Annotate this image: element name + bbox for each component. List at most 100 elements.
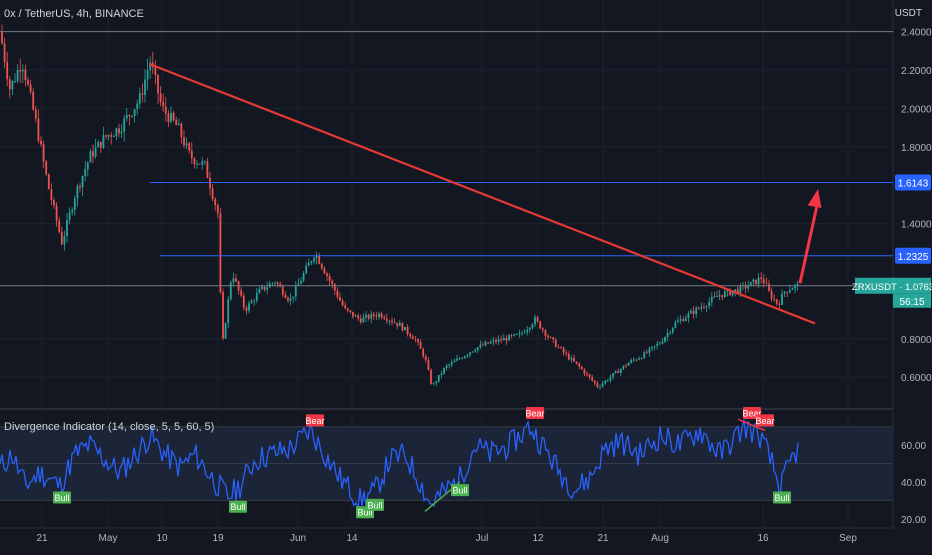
candle-body	[593, 380, 596, 384]
candle-body	[102, 135, 105, 148]
candle-body	[92, 151, 94, 157]
candle-body	[547, 335, 549, 338]
candle-body	[775, 299, 778, 304]
candle-body	[68, 212, 71, 220]
candle-body	[411, 336, 414, 340]
candle-body	[796, 283, 799, 286]
candle-body	[469, 352, 471, 355]
candle-body	[601, 383, 604, 387]
candle-body	[482, 344, 484, 346]
price-tick-label: 0.8000	[901, 335, 932, 346]
candle-body	[323, 268, 326, 274]
candle-body	[783, 291, 786, 294]
candle-body	[396, 322, 399, 326]
candle-body	[453, 360, 456, 363]
candle-body	[773, 298, 776, 300]
candle-body	[552, 337, 555, 340]
price-tick-label: 2.2000	[901, 66, 932, 77]
candle-body	[27, 80, 29, 85]
candle-body	[16, 70, 19, 82]
candle-body	[640, 358, 643, 359]
time-tick-label: 19	[212, 533, 224, 544]
candle-body	[786, 291, 789, 293]
candle-body	[648, 348, 651, 353]
candle-body	[609, 377, 612, 381]
candle-body	[224, 323, 227, 339]
candle-body	[653, 345, 656, 347]
candle-body	[424, 356, 427, 361]
candle-body	[378, 313, 380, 317]
candle-body	[710, 296, 713, 302]
level-price-tag	[895, 247, 931, 264]
candle-body	[261, 286, 263, 290]
candle-body	[203, 161, 206, 163]
candle-body	[216, 205, 219, 214]
candle-body	[632, 359, 635, 361]
candle-body	[471, 351, 474, 353]
candle-body	[749, 281, 752, 287]
candle-body	[177, 123, 180, 126]
candle-body	[760, 277, 763, 279]
countdown-label: 56:15	[899, 297, 924, 308]
red-trendline	[149, 63, 816, 325]
candle-body	[752, 279, 755, 282]
candle-body	[66, 219, 68, 237]
candle-body	[437, 374, 440, 382]
candle-body	[562, 347, 565, 353]
candle-body	[120, 131, 123, 134]
candle-body	[86, 162, 89, 170]
candle-body	[742, 284, 744, 286]
candle-body	[544, 330, 547, 336]
candle-body	[45, 161, 48, 175]
candle-body	[274, 282, 276, 284]
candle-body	[713, 296, 716, 297]
candle-body	[42, 144, 45, 162]
candle-body	[235, 278, 237, 282]
bear-signal-label: Bear	[525, 409, 544, 419]
candle-body	[726, 289, 729, 292]
candle-body	[341, 300, 344, 306]
up-arrow-shaft	[798, 200, 820, 284]
bull-signal-label: Bull	[774, 493, 789, 503]
candle-body	[346, 308, 349, 311]
candle-body	[354, 315, 357, 317]
candle-body	[671, 327, 674, 333]
candle-body	[705, 306, 708, 308]
candle-body	[770, 290, 773, 299]
candle-body	[580, 366, 583, 370]
candle-body	[305, 265, 308, 274]
candle-body	[170, 112, 172, 122]
candle-body	[6, 61, 9, 80]
candle-body	[211, 188, 214, 199]
candle-body	[419, 342, 422, 349]
candle-body	[638, 358, 640, 360]
candle-body	[734, 289, 737, 292]
candle-body	[196, 163, 198, 165]
candle-body	[40, 140, 42, 145]
bull-signal-tag	[366, 498, 384, 511]
candle-body	[99, 141, 102, 148]
candle-body	[315, 255, 318, 259]
candle-body	[344, 305, 347, 309]
candle-body	[510, 335, 513, 336]
candle-body	[157, 74, 159, 94]
candle-body	[627, 362, 630, 366]
candle-body	[617, 370, 620, 373]
candle-body	[263, 286, 266, 290]
candle-body	[463, 356, 466, 359]
candle-body	[383, 317, 386, 319]
last-price-label: ZRXUSDT · 1.0763	[852, 282, 932, 293]
candle-body	[398, 323, 401, 326]
candle-body	[115, 128, 118, 137]
candle-body	[736, 289, 739, 293]
candle-body	[307, 262, 310, 266]
candle-body	[149, 62, 152, 71]
candle-body	[63, 236, 66, 245]
candle-body	[450, 362, 453, 365]
candle-body	[528, 327, 531, 330]
candle-body	[788, 290, 791, 293]
candle-body	[50, 189, 53, 201]
candle-body	[320, 263, 323, 269]
